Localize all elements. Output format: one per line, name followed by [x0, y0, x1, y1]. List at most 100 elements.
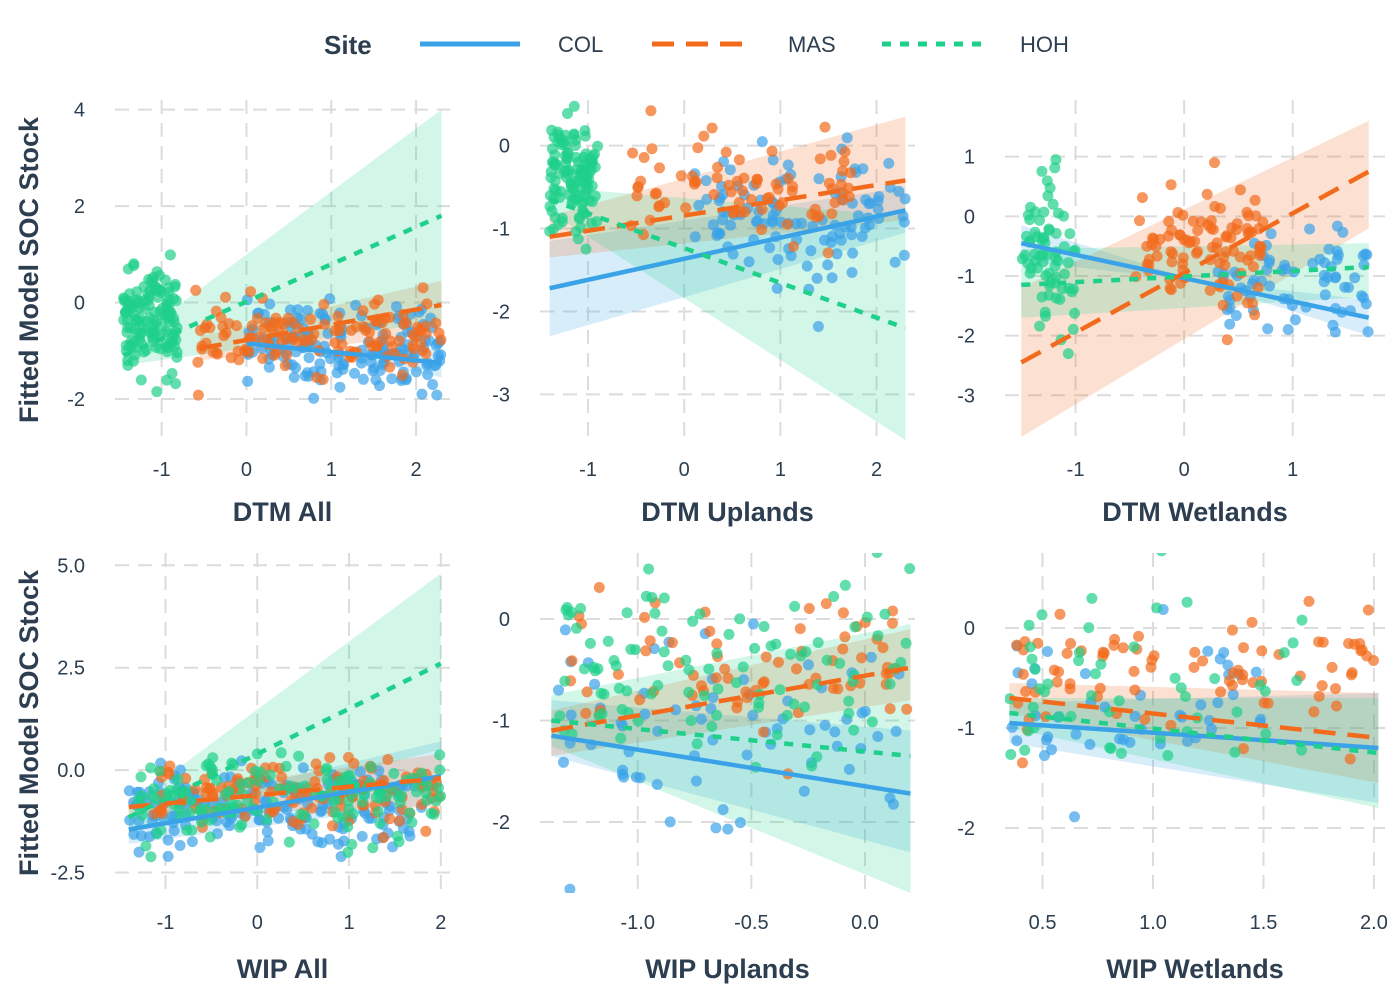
data-point-hoh — [1169, 672, 1181, 684]
x-axis-label: DTM All — [233, 497, 332, 527]
data-point-hoh — [1058, 241, 1070, 253]
data-point-col — [766, 214, 778, 226]
data-point-hoh — [589, 161, 601, 173]
data-point-hoh — [135, 374, 147, 386]
data-point-hoh — [140, 840, 152, 852]
y-tick-label: -2 — [492, 812, 510, 834]
data-point-hoh — [789, 600, 801, 612]
data-point-mas — [257, 353, 269, 364]
panel-bottom-left: -1 0 1 2 -2.5 0.0 2.5 5.0 WIP All Fitted Model SO… — [14, 553, 450, 984]
y-tick-label: -3 — [957, 385, 975, 407]
data-point-mas — [269, 349, 280, 361]
data-point-col — [162, 834, 174, 846]
data-point-hoh — [615, 732, 627, 744]
data-point-hoh — [170, 378, 182, 390]
data-point-hoh — [1038, 206, 1050, 218]
data-point-mas — [722, 672, 734, 684]
data-point-mas — [394, 815, 406, 827]
data-point-mas — [382, 754, 394, 765]
data-point-hoh — [1151, 602, 1163, 614]
data-point-hoh — [1036, 165, 1048, 177]
data-point-hoh — [163, 309, 175, 321]
data-point-mas — [1262, 697, 1274, 709]
data-point-hoh — [155, 824, 167, 836]
data-point-mas — [719, 663, 731, 675]
data-point-hoh — [242, 796, 254, 807]
plot-area — [1005, 553, 1379, 823]
data-point-col — [724, 164, 736, 176]
data-point-hoh — [410, 786, 422, 798]
data-point-hoh — [283, 836, 295, 848]
data-point-hoh — [546, 143, 558, 155]
data-point-col — [1070, 728, 1082, 740]
data-point-mas — [706, 122, 718, 134]
data-point-hoh — [1041, 175, 1053, 187]
data-point-mas — [220, 291, 231, 303]
data-point-hoh — [129, 349, 141, 361]
data-point-hoh — [131, 286, 143, 298]
data-point-col — [242, 375, 254, 387]
data-point-mas — [1117, 642, 1129, 654]
data-point-col — [308, 392, 320, 404]
data-point-col — [292, 304, 304, 316]
data-point-hoh — [329, 806, 341, 818]
data-point-hoh — [656, 625, 668, 637]
data-point-col — [826, 272, 838, 284]
data-point-hoh — [645, 688, 657, 700]
data-point-col — [324, 353, 336, 365]
data-point-col — [707, 692, 719, 703]
y-tick-label: -2 — [492, 301, 510, 323]
data-point-mas — [884, 703, 896, 715]
data-point-hoh — [145, 851, 157, 863]
y-tick-label: -1 — [492, 219, 510, 241]
data-point-col — [1079, 668, 1091, 680]
x-tick-label: -1 — [153, 459, 171, 481]
data-point-mas — [829, 197, 841, 209]
data-point-col — [725, 219, 736, 231]
data-point-mas — [1343, 638, 1355, 649]
data-point-col — [1222, 290, 1234, 302]
fit-line-mas — [550, 665, 911, 733]
data-point-mas — [1317, 636, 1329, 648]
x-axis-label: WIP All — [237, 954, 329, 984]
data-point-mas — [632, 181, 644, 193]
data-point-col — [1042, 731, 1054, 743]
x-tick-label: 2.0 — [1360, 912, 1388, 934]
data-point-mas — [433, 327, 445, 339]
data-point-hoh — [150, 341, 162, 353]
data-point-mas — [380, 328, 392, 340]
data-point-col — [553, 684, 564, 696]
data-point-mas — [417, 282, 429, 294]
x-tick-label: -1 — [1067, 459, 1085, 481]
data-point-mas — [1238, 743, 1249, 755]
data-point-mas — [415, 337, 427, 349]
data-point-col — [863, 198, 875, 210]
data-point-hoh — [280, 760, 292, 772]
data-point-mas — [1231, 218, 1243, 230]
data-point-hoh — [185, 795, 197, 807]
plot-area — [123, 573, 447, 863]
x-tick-label: 0 — [252, 912, 263, 934]
x-axis-label: WIP Uplands — [645, 954, 810, 984]
data-point-hoh — [421, 780, 433, 791]
data-point-col — [847, 247, 859, 259]
data-point-col — [1262, 323, 1274, 335]
data-point-mas — [845, 167, 857, 179]
x-tick-label: 0 — [679, 459, 690, 481]
data-point-hoh — [1042, 678, 1054, 690]
data-point-mas — [1166, 256, 1178, 268]
data-point-hoh — [1005, 749, 1017, 760]
data-point-mas — [825, 149, 837, 161]
data-point-mas — [1207, 224, 1219, 235]
x-tick-label: 0.0 — [851, 912, 879, 934]
data-point-hoh — [161, 788, 173, 800]
confidence-band-col — [551, 700, 911, 853]
data-point-col — [859, 222, 871, 234]
data-point-hoh — [421, 794, 433, 806]
data-point-hoh — [646, 592, 658, 603]
data-point-hoh — [706, 721, 718, 732]
data-point-mas — [1187, 215, 1199, 227]
data-point-col — [416, 388, 428, 400]
data-point-hoh — [1039, 306, 1051, 318]
data-point-mas — [318, 298, 330, 310]
